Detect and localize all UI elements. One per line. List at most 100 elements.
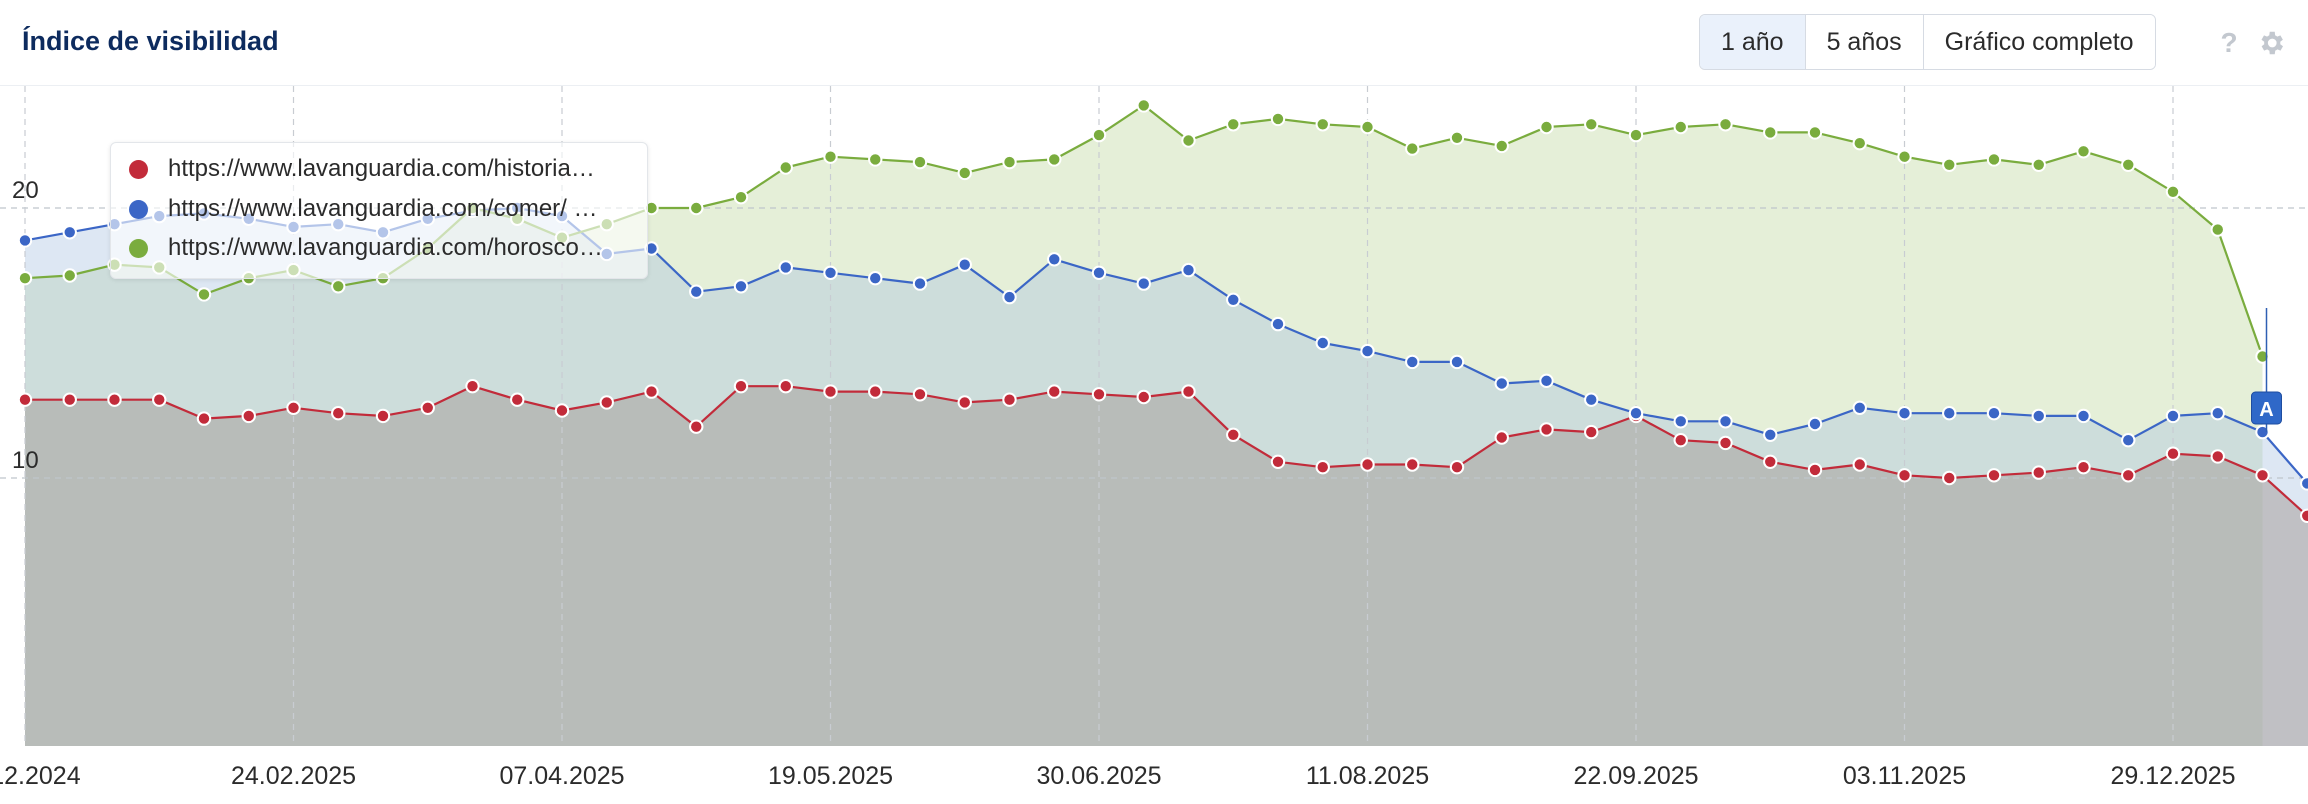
data-point xyxy=(912,387,928,402)
data-point xyxy=(1449,354,1465,370)
data-point xyxy=(420,400,435,415)
data-point xyxy=(1942,406,1957,421)
data-point xyxy=(1673,433,1688,448)
data-point xyxy=(1091,127,1107,143)
data-point xyxy=(1360,457,1375,472)
data-point xyxy=(62,392,77,407)
data-point xyxy=(1136,276,1151,291)
data-point xyxy=(1091,387,1107,402)
data-point xyxy=(1897,149,1912,164)
annotation-label: A xyxy=(2259,399,2273,421)
data-point xyxy=(778,379,793,394)
data-point xyxy=(286,400,301,415)
data-point xyxy=(733,190,749,205)
data-point xyxy=(2210,222,2225,237)
data-point xyxy=(2031,408,2046,424)
data-point xyxy=(599,395,614,410)
series-area-0 xyxy=(25,386,2308,746)
range-5-years-button[interactable]: 5 años xyxy=(1804,15,1923,69)
x-tick-label: 19.05.2025 xyxy=(768,762,893,790)
data-point xyxy=(2210,406,2225,421)
range-selector: 1 año 5 años Gráfico completo xyxy=(1699,14,2156,70)
data-point xyxy=(1628,406,1644,421)
data-point xyxy=(1673,414,1688,429)
data-point xyxy=(1181,384,1196,399)
range-full-chart-button[interactable]: Gráfico completo xyxy=(1922,15,2155,69)
data-point xyxy=(778,260,793,275)
legend-label: https://www.lavanguardia.com/comer/ … xyxy=(168,195,598,222)
data-point xyxy=(912,276,928,291)
legend-item-horoscopo[interactable]: https://www.lavanguardia.com/horosco… xyxy=(129,229,603,267)
x-axis: 0.12.2024 24.02.2025 07.04.2025 19.05.2025 3… xyxy=(0,762,2236,790)
data-point xyxy=(2121,468,2136,483)
legend-dot-comer xyxy=(129,199,148,219)
legend-item-comer[interactable]: https://www.lavanguardia.com/comer/ … xyxy=(129,190,598,228)
x-tick-label: 30.06.2025 xyxy=(1036,762,1161,790)
data-point xyxy=(1315,335,1330,351)
data-point xyxy=(2300,508,2308,523)
annotation-layer: A xyxy=(2251,308,2282,433)
data-point xyxy=(1315,460,1330,475)
data-point xyxy=(554,403,570,418)
data-point xyxy=(957,257,972,272)
data-point xyxy=(1449,130,1465,145)
data-point xyxy=(689,200,704,216)
data-point xyxy=(1449,460,1465,475)
data-point xyxy=(1270,316,1286,332)
data-point xyxy=(1763,427,1778,442)
data-point xyxy=(1807,462,1823,478)
data-point xyxy=(1047,384,1062,399)
data-point xyxy=(331,406,346,421)
data-point xyxy=(107,392,122,407)
data-point xyxy=(152,392,167,407)
data-point xyxy=(2300,476,2308,491)
data-point xyxy=(2210,449,2225,464)
data-point xyxy=(1494,376,1509,391)
legend-dot-historia xyxy=(129,159,148,179)
data-point xyxy=(1539,422,1554,437)
legend-label: https://www.lavanguardia.com/horosco… xyxy=(168,234,603,261)
data-point xyxy=(1405,457,1420,472)
data-point xyxy=(1986,468,2002,483)
data-point xyxy=(1897,406,1912,421)
data-point xyxy=(1718,117,1733,132)
range-1-year-button[interactable]: 1 año xyxy=(1700,15,1805,69)
data-point xyxy=(62,268,77,283)
data-point xyxy=(241,408,256,424)
data-point xyxy=(196,287,212,302)
help-icon[interactable]: ? xyxy=(2220,27,2238,58)
x-tick-label: 07.04.2025 xyxy=(499,762,624,790)
data-point xyxy=(689,419,704,434)
data-point xyxy=(17,271,33,286)
data-point xyxy=(1136,389,1151,405)
data-point xyxy=(2076,460,2091,475)
data-point xyxy=(1002,392,1017,407)
data-point xyxy=(733,279,749,294)
data-point xyxy=(1807,416,1823,432)
legend-dot-horoscopo xyxy=(129,238,148,258)
data-point xyxy=(1986,152,2002,167)
data-point xyxy=(2165,184,2181,200)
data-point xyxy=(1852,457,1867,472)
data-point xyxy=(823,265,838,281)
data-point xyxy=(1628,127,1644,143)
data-point xyxy=(2121,433,2136,448)
data-point xyxy=(2031,465,2046,480)
data-point xyxy=(912,154,928,170)
data-point xyxy=(17,392,33,407)
y-tick-label: 10 xyxy=(12,447,39,474)
data-point xyxy=(1942,157,1957,173)
data-point xyxy=(868,152,883,167)
data-point xyxy=(823,384,838,399)
data-point xyxy=(1763,125,1778,140)
data-point xyxy=(2255,468,2270,483)
data-point xyxy=(2031,157,2046,173)
data-point xyxy=(1226,427,1241,442)
data-point xyxy=(465,379,480,394)
legend-item-historia[interactable]: https://www.lavanguardia.com/historia… xyxy=(129,150,595,188)
data-point xyxy=(868,384,883,399)
data-point xyxy=(196,411,212,426)
data-point xyxy=(1270,111,1286,127)
gear-icon[interactable] xyxy=(2256,28,2286,58)
annotation-marker xyxy=(2251,391,2282,425)
